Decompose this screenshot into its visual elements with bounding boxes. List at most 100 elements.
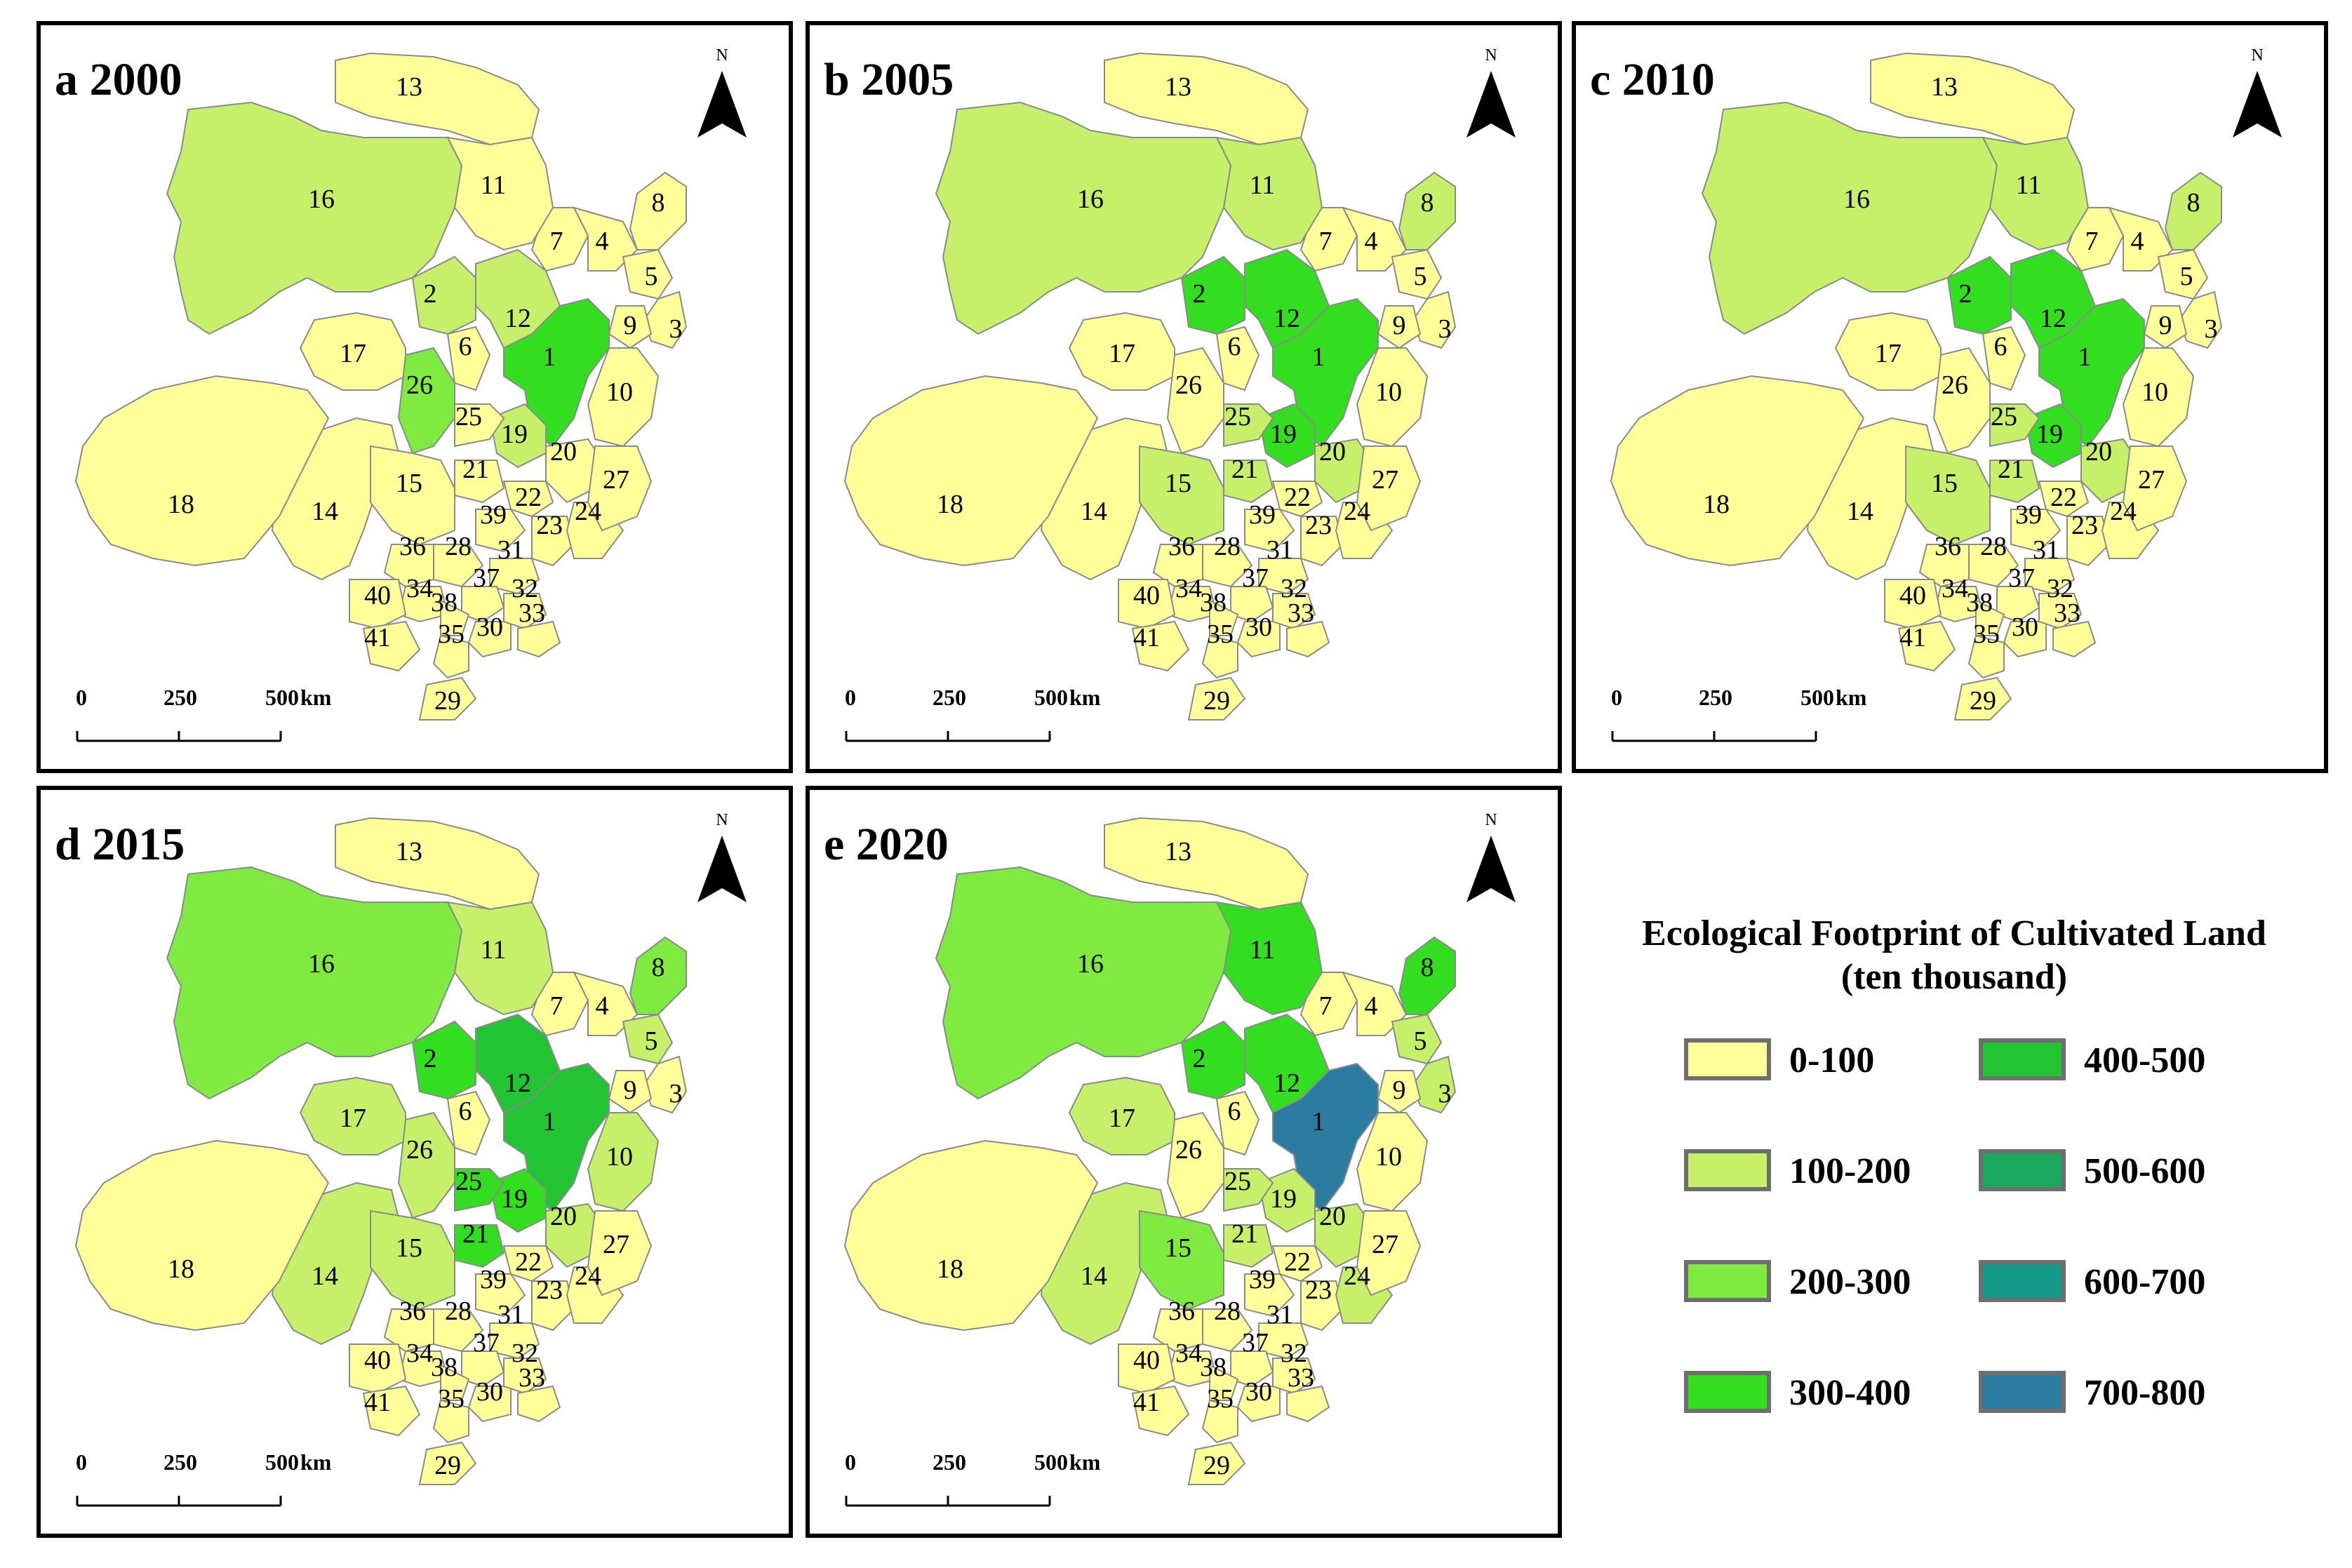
region-label-6: 6 [1228, 332, 1241, 361]
region-6 [1215, 326, 1260, 391]
region-label-35: 35 [438, 619, 465, 649]
region-17 [1834, 311, 1942, 391]
region-label-1: 1 [543, 342, 556, 372]
region-label-5: 5 [645, 262, 658, 291]
north-arrow-icon: N [690, 811, 754, 916]
region-label-10: 10 [1375, 1142, 1402, 1172]
region-6 [446, 326, 491, 391]
region-37 [1230, 1351, 1274, 1388]
region-26 [1932, 347, 1991, 455]
region-8 [2164, 171, 2222, 250]
scale-unit: km [300, 685, 332, 710]
region-label-39: 39 [1249, 500, 1276, 530]
region-33 [1286, 620, 1330, 658]
region-label-8: 8 [652, 188, 665, 217]
region-41 [362, 620, 421, 672]
region-label-25: 25 [1224, 402, 1251, 431]
region-label-41: 41 [1133, 623, 1160, 652]
region-label-1: 1 [1312, 342, 1325, 372]
region-label-38: 38 [1200, 1353, 1227, 1382]
legend-label: 0-100 [1789, 1040, 1875, 1080]
region-32 [1272, 593, 1316, 630]
region-8 [1398, 171, 1456, 250]
region-label-22: 22 [515, 1247, 542, 1277]
region-37 [461, 586, 505, 623]
scale-tick-label: 0 [845, 1449, 856, 1475]
region-label-14: 14 [312, 1261, 338, 1291]
region-label-40: 40 [1899, 581, 1926, 610]
region-label-37: 37 [473, 1328, 500, 1358]
region-label-3: 3 [669, 314, 683, 344]
region-label-38: 38 [431, 1353, 457, 1382]
region-label-33: 33 [1288, 1363, 1314, 1393]
region-label-5: 5 [1414, 262, 1427, 291]
region-label-23: 23 [536, 511, 563, 540]
region-label-18: 18 [937, 1254, 963, 1284]
region-label-26: 26 [406, 1135, 433, 1165]
region-label-21: 21 [1998, 455, 2024, 484]
region-5 [2157, 248, 2209, 300]
region-40 [349, 1343, 407, 1395]
region-label-18: 18 [168, 490, 194, 519]
region-label-6: 6 [459, 332, 472, 361]
region-16 [166, 866, 463, 1100]
region-8 [629, 171, 687, 250]
region-21 [1989, 460, 2040, 504]
region-label-12: 12 [1274, 304, 1300, 333]
region-40 [1884, 579, 1942, 630]
scale-tick-label: 0 [1611, 685, 1622, 710]
region-label-40: 40 [1133, 581, 1160, 610]
region-label-17: 17 [340, 339, 366, 368]
scale-tick-label: 500 [265, 685, 299, 710]
region-35 [1201, 634, 1238, 679]
region-label-10: 10 [1375, 377, 1402, 407]
region-label-21: 21 [1231, 455, 1258, 484]
region-label-9: 9 [1393, 311, 1406, 340]
region-label-29: 29 [434, 686, 461, 716]
region-label-12: 12 [505, 1068, 531, 1098]
region-label-22: 22 [1284, 1247, 1311, 1277]
region-38 [440, 1364, 470, 1401]
region-2 [411, 255, 476, 335]
region-label-18: 18 [168, 1254, 194, 1284]
region-label-21: 21 [462, 1219, 489, 1249]
region-label-38: 38 [1966, 588, 1993, 617]
region-label-13: 13 [1165, 837, 1191, 866]
region-label-9: 9 [624, 1076, 637, 1105]
region-39 [1244, 1273, 1295, 1318]
region-label-11: 11 [1250, 935, 1276, 965]
region-12 [475, 248, 561, 349]
map-panel-d: 1 2 3 4 5 6 7 8 9 10 11 12 13 14 15 16 17 18 19 20 21 22 23 24 2… [36, 786, 793, 1538]
region-29 [1187, 676, 1246, 721]
region-label-35: 35 [1207, 1384, 1234, 1414]
region-10 [587, 347, 660, 448]
region-35 [432, 634, 469, 679]
region-label-16: 16 [308, 949, 335, 979]
legend-title-line2: (ten thousand) [1840, 957, 2068, 997]
legend-swatch [1684, 1371, 1771, 1413]
region-27 [1356, 1210, 1422, 1296]
region-label-37: 37 [473, 563, 500, 593]
region-21 [1223, 1224, 1274, 1268]
region-label-11: 11 [481, 935, 507, 965]
region-label-25: 25 [1991, 402, 2017, 431]
scale-tick-label: 250 [163, 1449, 197, 1475]
region-label-13: 13 [396, 72, 422, 102]
region-5 [622, 1013, 674, 1065]
region-label-32: 32 [2047, 574, 2073, 603]
north-arrow-icon: N [1459, 46, 1523, 152]
region-12 [2010, 248, 2097, 349]
region-label-1: 1 [543, 1107, 556, 1137]
region-39 [2010, 509, 2062, 553]
region-35 [432, 1399, 469, 1444]
region-5 [622, 248, 674, 300]
region-29 [1953, 676, 2012, 721]
region-label-9: 9 [624, 311, 637, 340]
region-21 [454, 1224, 505, 1268]
region-36 [383, 544, 434, 588]
region-label-39: 39 [1249, 1265, 1276, 1294]
panel-title: a 2000 [55, 54, 182, 105]
region-label-19: 19 [501, 1184, 528, 1214]
region-label-22: 22 [515, 483, 542, 512]
region-7 [1299, 972, 1358, 1037]
